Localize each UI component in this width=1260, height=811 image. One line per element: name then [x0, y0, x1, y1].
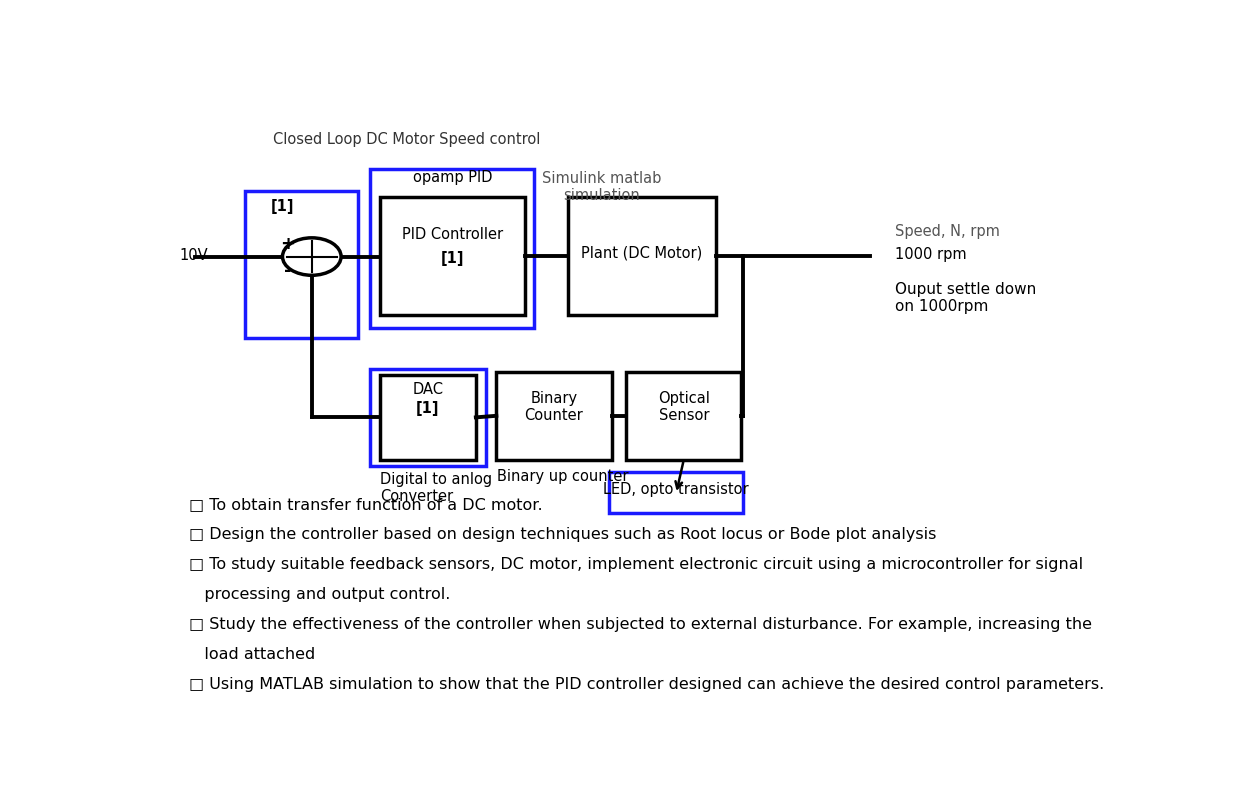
Text: processing and output control.: processing and output control. [189, 587, 450, 602]
Text: □ Study the effectiveness of the controller when subjected to external disturban: □ Study the effectiveness of the control… [189, 617, 1091, 632]
Text: load attached: load attached [189, 647, 315, 662]
Circle shape [282, 238, 341, 275]
Text: 1000 rpm: 1000 rpm [895, 247, 966, 262]
FancyBboxPatch shape [567, 197, 716, 315]
Text: +: + [280, 235, 295, 253]
Text: □ Design the controller based on design techniques such as Root locus or Bode pl: □ Design the controller based on design … [189, 527, 936, 542]
Text: Binary up counter: Binary up counter [498, 469, 629, 484]
Text: -: - [284, 262, 291, 280]
Text: 10V: 10V [180, 248, 208, 264]
Text: □ To study suitable feedback sensors, DC motor, implement electronic circuit usi: □ To study suitable feedback sensors, DC… [189, 557, 1082, 572]
Text: □ Using MATLAB simulation to show that the PID controller designed can achieve t: □ Using MATLAB simulation to show that t… [189, 677, 1104, 692]
FancyBboxPatch shape [626, 372, 741, 460]
FancyBboxPatch shape [381, 197, 524, 315]
Text: Plant (DC Motor): Plant (DC Motor) [581, 246, 703, 261]
Text: [1]: [1] [441, 251, 464, 266]
Text: LED, opto transistor: LED, opto transistor [604, 482, 748, 497]
Text: Simulink matlab
simulation: Simulink matlab simulation [542, 171, 662, 204]
FancyBboxPatch shape [609, 472, 743, 513]
FancyBboxPatch shape [381, 375, 476, 460]
FancyBboxPatch shape [370, 169, 534, 328]
FancyBboxPatch shape [370, 369, 485, 466]
Text: Closed Loop DC Motor Speed control: Closed Loop DC Motor Speed control [272, 132, 541, 148]
Text: Digital to anlog
Converter: Digital to anlog Converter [381, 472, 493, 504]
Text: Speed, N, rpm: Speed, N, rpm [895, 224, 999, 239]
Text: Binary
Counter: Binary Counter [524, 391, 583, 423]
Text: [1]: [1] [416, 401, 440, 416]
Text: □ To obtain transfer function of a DC motor.: □ To obtain transfer function of a DC mo… [189, 497, 542, 512]
Text: Optical
Sensor: Optical Sensor [658, 391, 709, 423]
FancyBboxPatch shape [246, 191, 358, 337]
FancyBboxPatch shape [496, 372, 611, 460]
Text: Ouput settle down
on 1000rpm: Ouput settle down on 1000rpm [895, 281, 1036, 314]
Text: DAC: DAC [412, 382, 444, 397]
Text: PID Controller: PID Controller [402, 227, 503, 242]
Text: opamp PID: opamp PID [413, 169, 493, 185]
Text: [1]: [1] [271, 200, 295, 214]
